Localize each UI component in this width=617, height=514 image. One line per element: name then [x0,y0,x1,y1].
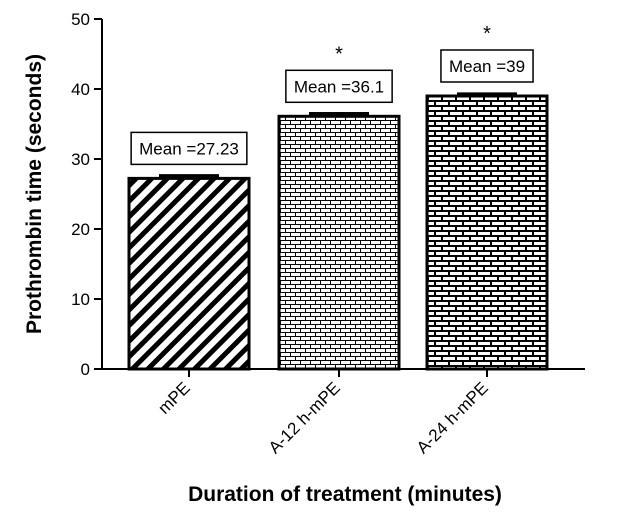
mean-label: Mean =39 [449,57,525,76]
y-tick-label: 20 [71,220,90,239]
y-axis-title: Prothrombin time (seconds) [23,54,46,334]
y-tick-label: 50 [71,10,90,29]
x-tick-label: mPE [154,378,193,417]
bar-a-24-h-mpe [425,94,549,371]
mean-box [130,131,248,166]
mean-label: Mean =27.23 [139,139,239,158]
y-tick-label: 10 [71,290,90,309]
y-tick-label: 30 [71,150,90,169]
y-ticks: 0 10 20 30 40 50 [71,10,102,379]
bar-mpe [127,176,251,371]
x-ticks: mPE A-12 h-mPE A-24 h-mPE [154,369,492,457]
y-tick-label: 0 [81,360,90,379]
mean-box [440,49,534,83]
x-axis: mPE A-12 h-mPE A-24 h-mPE [102,368,585,457]
x-axis-title: Duration of treatment (minutes) [188,483,502,506]
significance-marker: * [335,43,343,65]
bars [127,94,549,371]
bar-a-12-h-mpe [277,114,401,371]
mean-label: Mean =36.1 [294,77,384,96]
significance-marker: * [483,23,491,45]
y-axis: 0 10 20 30 40 50 [71,10,103,379]
mean-annotation: Mean =36.1 * [285,43,393,104]
x-tick-label: A-24 h-mPE [413,378,492,457]
error-bars [159,92,517,179]
mean-box [285,69,393,104]
x-tick-label: A-12 h-mPE [265,378,344,457]
annotations: Mean =27.23 Mean =36.1 * Mean =39 * [130,23,534,166]
mean-annotation: Mean =39 * [440,23,534,83]
y-tick-label: 40 [71,80,90,99]
mean-annotation: Mean =27.23 [130,131,248,166]
